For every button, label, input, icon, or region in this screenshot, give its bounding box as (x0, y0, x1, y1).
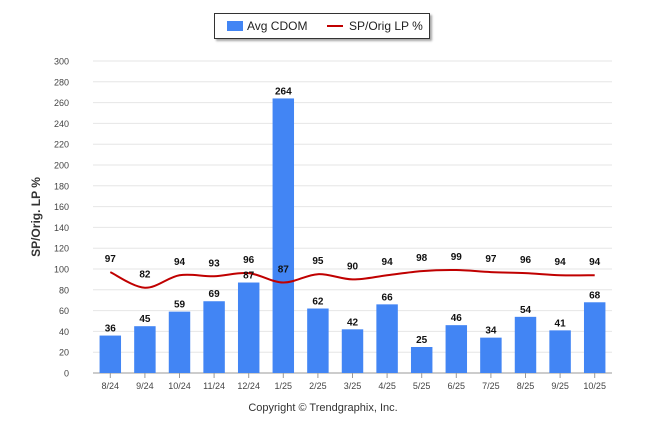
bar (410, 347, 433, 373)
y-tick-label: 160 (54, 202, 69, 212)
bar-value-label: 66 (382, 292, 394, 303)
y-tick-label: 140 (54, 223, 69, 233)
x-tick-label: 7/25 (482, 381, 500, 391)
y-tick-label: 280 (54, 77, 69, 87)
line-value-label: 95 (312, 256, 324, 267)
bar (376, 304, 398, 373)
y-tick-label: 40 (59, 327, 69, 337)
y-axis-label: SP/Orig. LP % (29, 177, 43, 257)
x-tick-label: 2/25 (309, 381, 327, 391)
line-value-label: 98 (416, 253, 428, 264)
line-value-label: 97 (105, 254, 117, 265)
bar-value-label: 46 (451, 313, 463, 324)
y-tick-label: 220 (54, 140, 69, 150)
line-value-label: 96 (520, 255, 532, 266)
line-value-label: 97 (485, 254, 497, 265)
bar (480, 337, 502, 373)
bar-value-label: 54 (520, 305, 532, 316)
x-tick-label: 9/25 (551, 381, 569, 391)
legend-bar-label: Avg CDOM (247, 19, 308, 33)
bar-value-label: 87 (243, 271, 255, 282)
x-tick-label: 9/24 (136, 381, 154, 391)
bar (583, 302, 606, 373)
bar-value-label: 42 (347, 317, 359, 328)
y-tick-label: 240 (54, 119, 69, 129)
legend: Avg CDOM SP/Orig LP % (214, 13, 430, 39)
bar (549, 330, 571, 373)
x-tick-label: 4/25 (378, 381, 396, 391)
bar (168, 311, 191, 373)
copyright-footer: Copyright © Trendgraphix, Inc. (248, 402, 398, 414)
grid-lines (93, 60, 612, 374)
bar-value-label: 69 (209, 289, 221, 300)
sp-orig-lp-line (109, 268, 595, 289)
y-tick-label: 120 (54, 244, 69, 254)
bar (203, 301, 225, 373)
bar (514, 316, 537, 373)
x-tick-label: 8/25 (517, 381, 535, 391)
line-value-label: 94 (174, 257, 186, 268)
bar (272, 98, 295, 373)
legend-bar-swatch (227, 21, 243, 31)
line-value-label: 87 (278, 265, 290, 276)
x-tick-label: 10/25 (583, 381, 606, 391)
x-tick-label: 12/24 (237, 381, 260, 391)
y-tick-labels: 0 20 40 60 80 100 120 140 160 180 200 220 240 260 280 3… (54, 57, 69, 379)
bar-value-label: 25 (416, 335, 428, 346)
bar-series (99, 98, 606, 373)
legend-line-swatch (327, 25, 343, 27)
x-tick-label: 3/25 (344, 381, 362, 391)
x-tick-label: 8/24 (102, 381, 120, 391)
legend-line-label: SP/Orig LP % (349, 19, 423, 33)
y-tick-label: 80 (59, 285, 69, 295)
line-value-label: 96 (243, 255, 255, 266)
bar (307, 308, 329, 373)
y-tick-label: 60 (59, 306, 69, 316)
bar (341, 329, 364, 373)
bar-value-label: 68 (589, 290, 601, 301)
line-series (109, 268, 595, 289)
bar (99, 335, 122, 373)
y-tick-label: 0 (64, 369, 69, 379)
line-value-label: 94 (382, 257, 394, 268)
legend-item-line[interactable]: SP/Orig LP % (327, 19, 423, 33)
line-value-label: 99 (451, 252, 463, 263)
x-tick-label: 6/25 (448, 381, 466, 391)
y-tick-label: 200 (54, 161, 69, 171)
bar-value-label: 41 (555, 318, 567, 329)
bar-value-label: 34 (485, 326, 497, 337)
line-value-label: 94 (555, 257, 567, 268)
bar-value-label: 62 (312, 297, 324, 308)
bar-value-label: 36 (105, 324, 117, 335)
y-tick-label: 100 (54, 265, 69, 275)
bar (134, 326, 156, 373)
y-tick-label: 180 (54, 181, 69, 191)
y-tick-label: 20 (59, 348, 69, 358)
x-tick-label: 10/24 (168, 381, 191, 391)
bar (237, 282, 260, 373)
bar (445, 325, 468, 373)
line-value-label: 90 (347, 261, 359, 272)
bar-value-label: 59 (174, 300, 186, 311)
line-value-label: 94 (589, 257, 601, 268)
line-value-label: 93 (209, 258, 221, 269)
x-tick-label: 1/25 (275, 381, 293, 391)
x-tick-label: 11/24 (203, 381, 225, 391)
y-tick-label: 300 (54, 57, 69, 67)
bar-value-label: 45 (139, 314, 151, 325)
bar-value-label: 264 (275, 86, 292, 97)
x-tick-label: 5/25 (413, 381, 431, 391)
y-tick-label: 260 (54, 98, 69, 108)
x-tick-labels: 8/24 9/24 10/24 11/24 12/24 1/25 2/25 3/25 4/25 5… (102, 373, 606, 391)
line-value-label: 82 (139, 270, 151, 281)
legend-item-bar[interactable]: Avg CDOM (227, 19, 307, 33)
data-labels: 36 45 59 69 87 264 62 42 66 25 46 34 54 41 68 97 82 94 93 9… (105, 86, 601, 346)
